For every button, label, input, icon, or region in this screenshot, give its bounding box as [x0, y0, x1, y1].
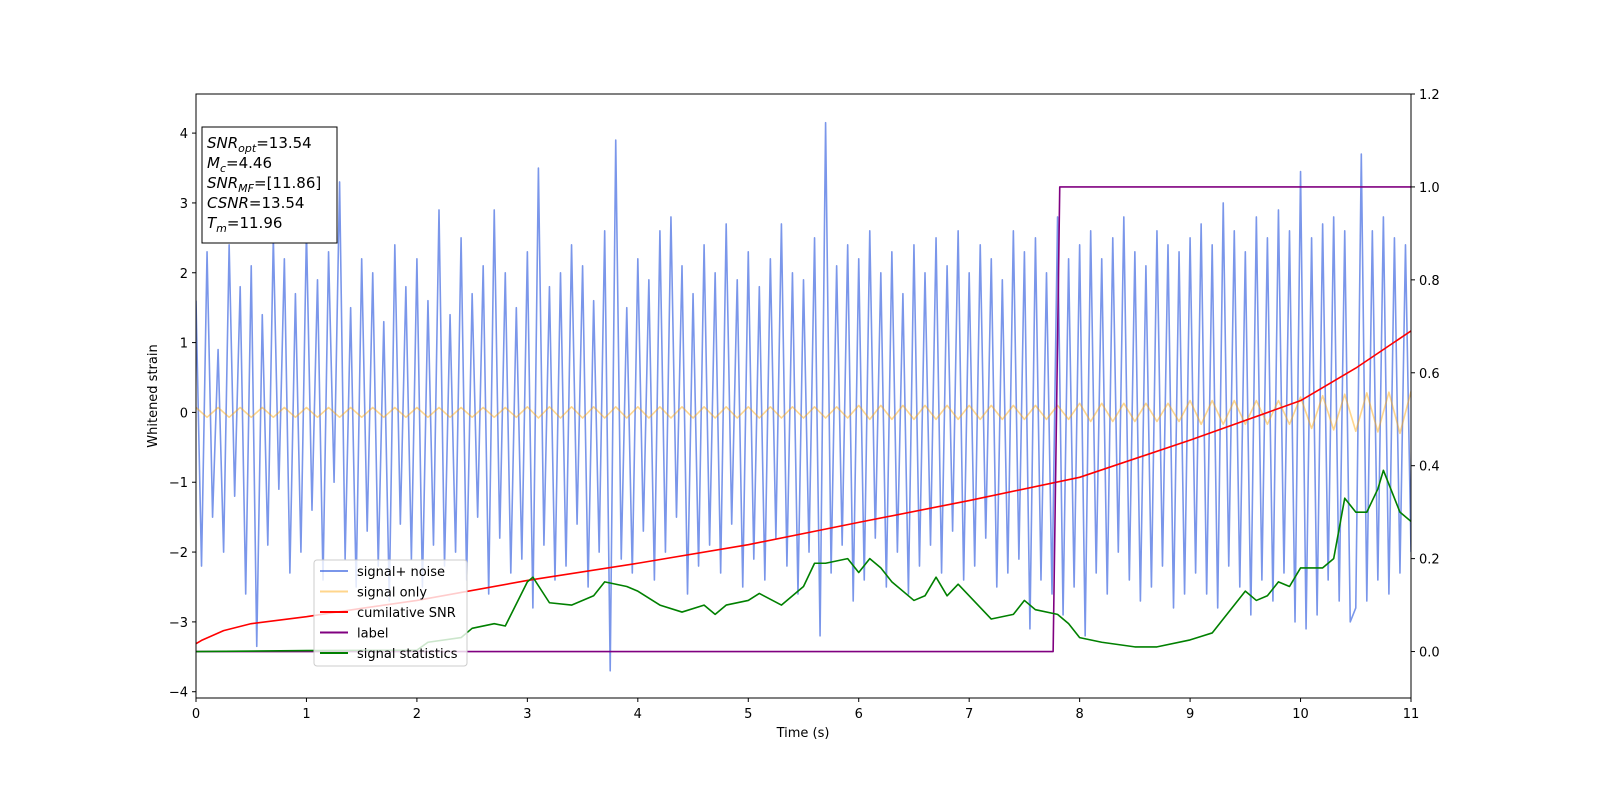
- series-line: [196, 121, 1411, 672]
- y-tick-label: 3: [180, 197, 188, 212]
- annotation-subscript: opt: [238, 142, 257, 155]
- series-line: [196, 186, 1411, 653]
- x-tick-label: 5: [744, 707, 752, 722]
- x-tick-label: 0: [192, 707, 200, 722]
- y2-tick-label: 0.2: [1419, 553, 1440, 568]
- y2-tick-label: 0.8: [1419, 274, 1440, 289]
- annotation-value: =11.96: [227, 214, 283, 232]
- y-tick-label: 0: [180, 406, 188, 421]
- legend-label: label: [357, 627, 388, 642]
- annotation-subscript: c: [220, 162, 226, 175]
- x-tick-label: 3: [523, 707, 531, 722]
- x-tick-label: 7: [965, 707, 973, 722]
- annotation-symbol: SNR: [207, 174, 238, 192]
- y-tick-label: −2: [169, 546, 188, 561]
- legend: signal+ noise signal only cumilative SNR la…: [313, 559, 468, 667]
- annotation-line: CSNR=13.54: [207, 194, 304, 212]
- legend-label: signal only: [357, 586, 427, 601]
- y-tick-label: −4: [169, 686, 188, 701]
- x-tick-label: 10: [1292, 707, 1309, 722]
- annotation-subscript: m: [216, 222, 227, 235]
- annotation-value: =[11.86]: [254, 174, 321, 192]
- annotation-line: SNRopt=13.54: [207, 134, 312, 155]
- annotation-symbol: CSNR: [207, 194, 249, 212]
- y-tick-label: 1: [180, 337, 188, 352]
- y-tick-label: 2: [180, 267, 188, 282]
- y2-tick-label: 0.4: [1419, 460, 1440, 475]
- x-tick-label: 11: [1403, 707, 1420, 722]
- y2-tick-label: 1.0: [1419, 181, 1440, 196]
- y2-tick-label: 0.0: [1419, 646, 1440, 661]
- annotation-line: Tm=11.96: [207, 214, 282, 235]
- y-tick-label: 4: [180, 127, 188, 142]
- x-axis-label: Time (s): [776, 726, 830, 741]
- legend-label: signal+ noise: [357, 565, 445, 580]
- annotation-frame: [201, 126, 338, 244]
- annotation-value: =13.54: [249, 194, 305, 212]
- annotation-line: SNRMF=[11.86]: [207, 174, 321, 195]
- x-tick-label: 2: [413, 707, 421, 722]
- annotation-symbol: M: [207, 154, 220, 172]
- x-tick-label: 4: [634, 707, 642, 722]
- x-tick-label: 6: [855, 707, 863, 722]
- annotation-value: =13.54: [256, 134, 312, 152]
- x-tick-label: 1: [302, 707, 310, 722]
- legend-label: cumilative SNR: [357, 606, 456, 621]
- y-tick-label: −3: [169, 616, 188, 631]
- annotation-symbol: SNR: [207, 134, 238, 152]
- annotation-value: =4.46: [226, 154, 272, 172]
- y2-tick-label: 1.2: [1419, 88, 1440, 103]
- annotation-symbol: T: [207, 214, 218, 232]
- annotation-subscript: MF: [238, 182, 254, 195]
- series-line: [196, 391, 1411, 435]
- legend-label: signal statistics: [357, 647, 458, 662]
- series-line: [196, 469, 1411, 653]
- plot-area: [196, 121, 1411, 672]
- annotation-box: SNRopt=13.54Mc=4.46SNRMF=[11.86]CSNR=13.…: [201, 126, 338, 244]
- axes-frame: [195, 93, 1412, 699]
- series-line: [196, 330, 1411, 645]
- y2-tick-label: 0.6: [1419, 367, 1440, 382]
- x-tick-label: 9: [1186, 707, 1194, 722]
- y-tick-label: −1: [169, 476, 188, 491]
- y-axis-label: Whitened strain: [146, 344, 161, 447]
- annotation-line: Mc=4.46: [207, 154, 272, 175]
- x-tick-label: 8: [1075, 707, 1083, 722]
- legend-frame: [313, 559, 468, 667]
